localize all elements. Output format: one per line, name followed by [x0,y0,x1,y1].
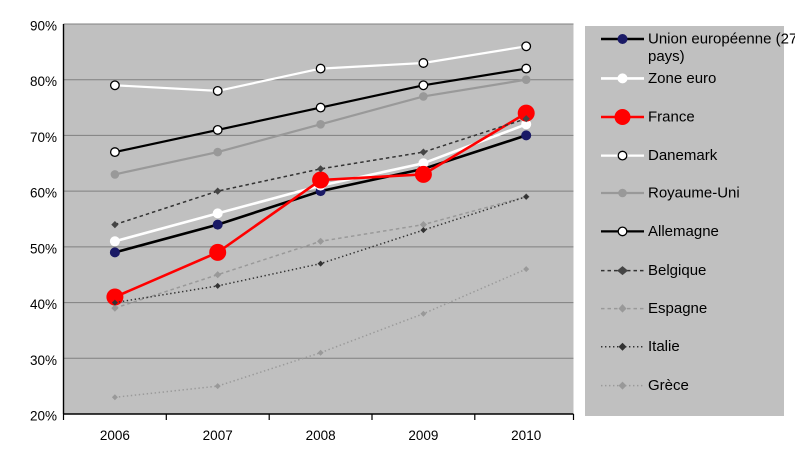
svg-text:2010: 2010 [511,428,541,443]
svg-text:Allemagne: Allemagne [648,223,719,240]
svg-text:pays): pays) [648,48,685,65]
svg-text:40%: 40% [30,297,57,312]
svg-text:Grèce: Grèce [648,377,689,394]
svg-text:Espagne: Espagne [648,300,707,317]
svg-text:Danemark: Danemark [648,147,718,164]
svg-text:Belgique: Belgique [648,262,706,279]
svg-text:Zone euro: Zone euro [648,70,716,87]
svg-text:2009: 2009 [408,428,438,443]
svg-text:90%: 90% [30,19,57,34]
svg-text:50%: 50% [30,241,57,256]
svg-text:Royaume-Uni: Royaume-Uni [648,185,740,202]
svg-text:France: France [648,109,695,126]
svg-text:2007: 2007 [203,428,233,443]
svg-text:60%: 60% [30,186,57,201]
svg-text:20%: 20% [30,409,57,424]
svg-text:Union européenne (27: Union européenne (27 [648,31,795,48]
svg-text:Italie: Italie [648,338,680,355]
svg-text:80%: 80% [30,74,57,89]
svg-text:30%: 30% [30,353,57,368]
svg-text:2008: 2008 [306,428,336,443]
svg-text:70%: 70% [30,130,57,145]
svg-text:2006: 2006 [100,428,130,443]
